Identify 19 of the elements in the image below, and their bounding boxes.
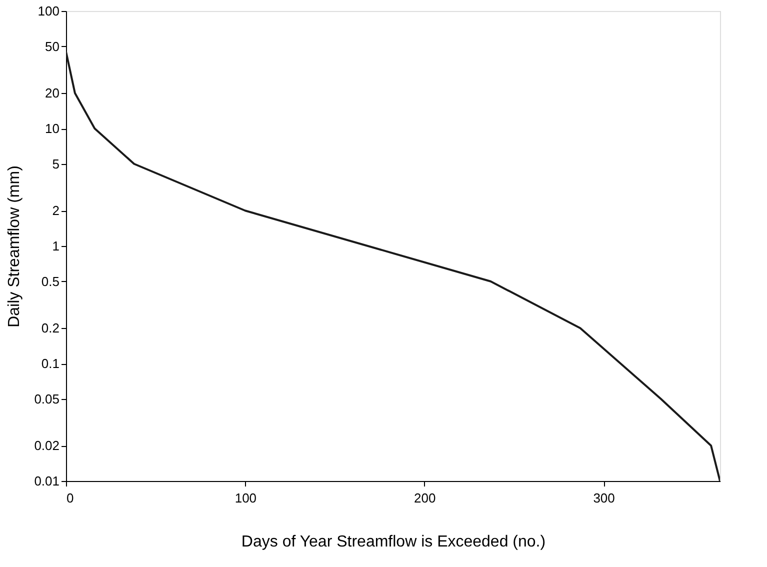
x-tick-label: 200 [414, 490, 436, 506]
x-tick-label: 0 [66, 490, 74, 506]
y-tick-label: 0.01 [34, 474, 60, 488]
x-axis-title: Days of Year Streamflow is Exceeded (no.) [241, 534, 546, 550]
y-tick-label: 0.05 [34, 391, 60, 406]
y-tick-label: 10 [45, 121, 60, 136]
y-tick-label: 0.2 [41, 320, 60, 336]
y-tick-label: 0.02 [34, 438, 60, 454]
y-tick-label: 1 [52, 238, 60, 254]
x-tick-label: 100 [234, 490, 257, 506]
x-tick-label: 300 [593, 490, 615, 506]
y-tick-label: 5 [52, 156, 60, 172]
y-tick-label: 50 [45, 38, 60, 54]
y-tick-label: 100 [38, 4, 60, 18]
y-tick-label: 20 [45, 86, 60, 101]
y-tick-label: 0.5 [41, 274, 60, 289]
y-axis-title: Daily Streamflow (mm) [6, 166, 24, 328]
y-tick-label: 0.1 [41, 356, 60, 371]
y-tick-label: 2 [52, 203, 60, 218]
